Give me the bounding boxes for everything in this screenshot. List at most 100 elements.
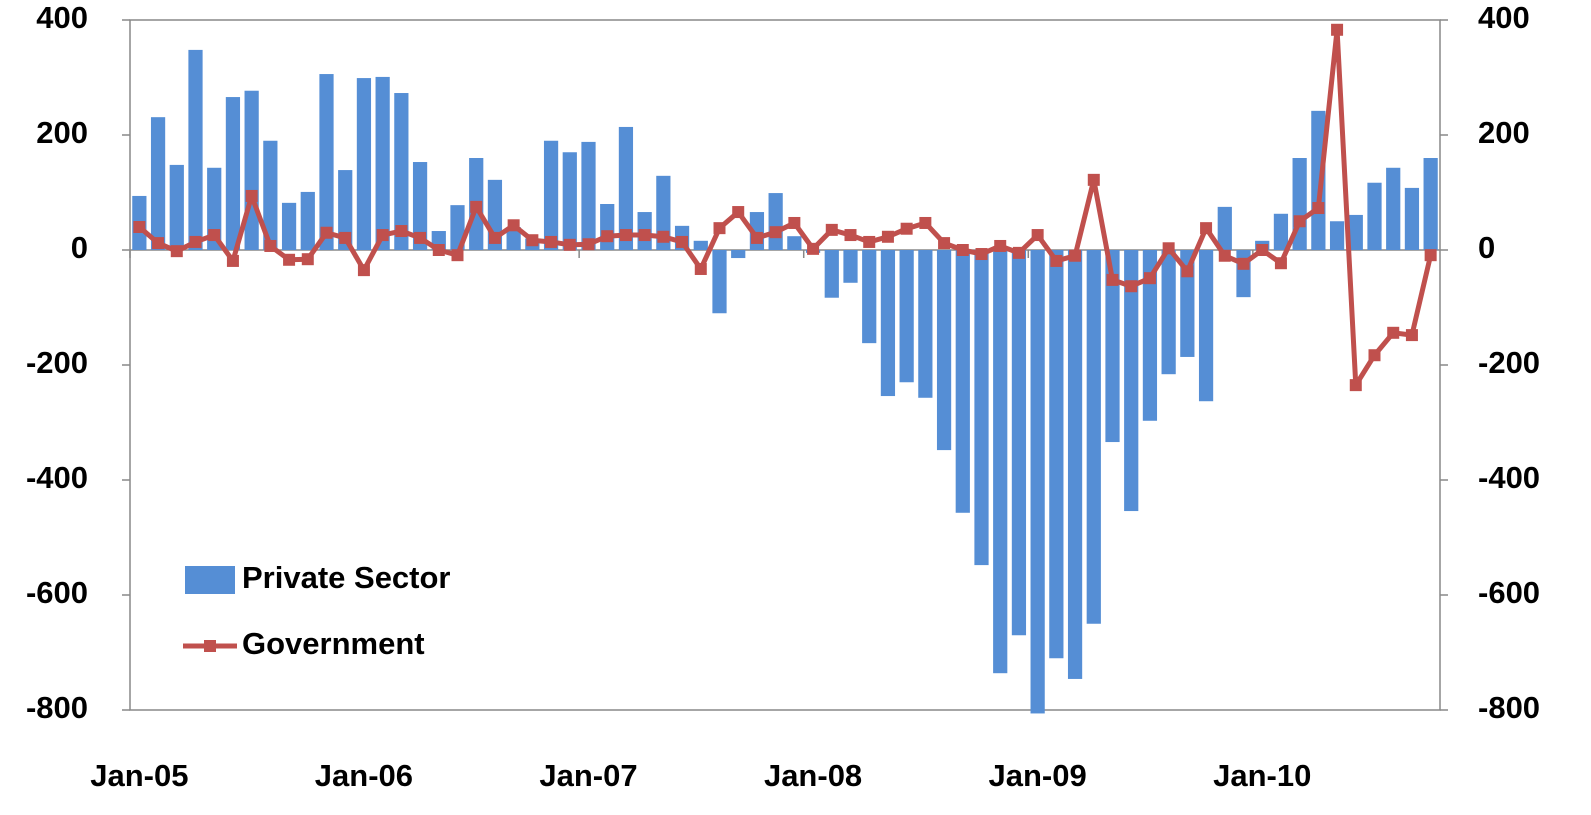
line-marker (189, 235, 202, 248)
line-marker (1143, 272, 1156, 285)
line-marker (1237, 257, 1250, 270)
line-marker (376, 229, 389, 242)
line-marker (563, 238, 576, 251)
bar (1124, 250, 1139, 512)
bar (600, 204, 615, 250)
legend-swatch (185, 566, 235, 594)
line-marker (676, 235, 689, 248)
bar (843, 250, 858, 283)
bar (225, 97, 241, 250)
line (137, 27, 1434, 388)
line-marker (601, 230, 614, 243)
bar (787, 236, 802, 250)
line-marker (994, 239, 1007, 252)
x-tick-label: Jan-06 (315, 758, 413, 793)
bar (1367, 182, 1382, 250)
bar (1086, 250, 1101, 624)
bar (731, 250, 746, 259)
y-tick-label: 400 (36, 0, 88, 35)
y2-tick-label: 400 (1478, 0, 1530, 35)
bar (1142, 250, 1158, 421)
line-marker (432, 244, 445, 256)
line-marker (881, 230, 894, 243)
y2-tick-label: -800 (1478, 690, 1540, 725)
bar (562, 152, 577, 250)
line-marker (657, 230, 670, 243)
line-marker (582, 238, 595, 251)
line-marker (1349, 379, 1362, 392)
line-marker (488, 231, 501, 244)
bar (506, 227, 521, 250)
bar (712, 250, 727, 314)
bar (862, 250, 877, 344)
line-marker (1331, 23, 1344, 36)
bar (1273, 213, 1289, 250)
y-tick-label: -800 (26, 690, 88, 725)
bar (824, 250, 839, 298)
bar (1067, 250, 1083, 679)
x-tick-label: Jan-09 (989, 758, 1087, 793)
line-marker (844, 229, 857, 242)
line-marker (264, 239, 277, 252)
bar (993, 250, 1008, 674)
line-marker (208, 229, 221, 242)
line-marker (152, 237, 165, 250)
line-marker (414, 231, 427, 244)
line-marker (1293, 215, 1306, 228)
line-marker (507, 219, 520, 232)
bar (1329, 221, 1345, 250)
line-marker (1312, 202, 1325, 215)
line-marker (788, 216, 801, 229)
bar (618, 126, 634, 250)
line-marker (1387, 326, 1400, 339)
line-marker (283, 253, 296, 266)
legend-swatch (204, 640, 216, 652)
bar (356, 78, 372, 250)
bar (1423, 158, 1438, 250)
line-marker (1368, 349, 1381, 362)
bar (1049, 250, 1064, 659)
bar (1161, 250, 1176, 375)
line-marker (1424, 249, 1437, 262)
line-marker (863, 235, 876, 248)
y-tick-label: -200 (26, 345, 88, 380)
y2-tick-label: 0 (1478, 230, 1495, 265)
bar (899, 250, 914, 383)
line-marker (339, 231, 352, 244)
line-marker (226, 254, 239, 267)
bar (1011, 250, 1027, 636)
y2-tick-label: -200 (1478, 345, 1540, 380)
line-marker (1256, 244, 1269, 256)
line-marker (1200, 222, 1213, 235)
line-marker (713, 222, 726, 235)
line-marker (1069, 249, 1082, 262)
y-tick-label: -400 (26, 460, 88, 495)
bar (244, 90, 259, 250)
line-marker (694, 262, 707, 275)
line-marker (1162, 242, 1175, 255)
bar (169, 164, 184, 250)
bar (1198, 250, 1214, 402)
line-marker (638, 229, 651, 242)
line-marker (900, 222, 913, 235)
bar (955, 250, 970, 513)
line-marker (470, 200, 483, 213)
line-marker (1218, 249, 1231, 262)
bar (974, 250, 989, 566)
line-marker (1031, 229, 1044, 242)
bar (581, 141, 596, 250)
line-marker (732, 206, 745, 219)
y-tick-label: 200 (36, 115, 88, 150)
x-tick-label: Jan-05 (90, 758, 188, 793)
bar (1217, 206, 1232, 250)
bar (1348, 214, 1363, 250)
bar (300, 191, 315, 250)
line-marker (956, 244, 969, 256)
line-marker (1405, 329, 1418, 342)
bar (1030, 250, 1045, 714)
y2-tick-label: 200 (1478, 115, 1530, 150)
line-marker (1012, 246, 1025, 259)
bar (263, 140, 278, 250)
line-marker (170, 245, 183, 258)
